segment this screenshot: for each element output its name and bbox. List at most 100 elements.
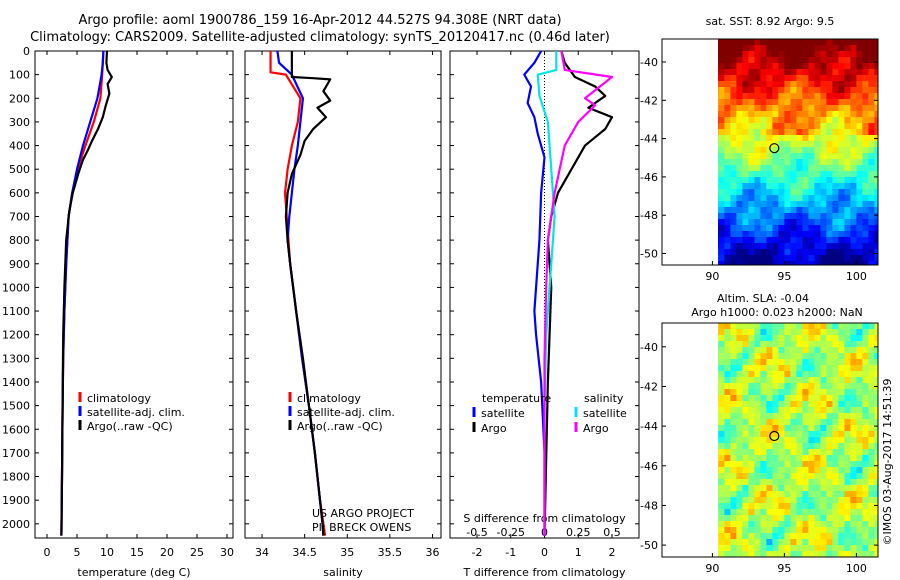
heatmap-cell: [856, 479, 863, 486]
heatmap-cell: [784, 159, 791, 166]
heatmap-cell: [742, 449, 749, 456]
heatmap-cell: [832, 377, 839, 384]
heatmap-cell: [802, 329, 809, 336]
heatmap-cell: [856, 117, 863, 124]
heatmap-cell: [802, 383, 809, 390]
heatmap-cell: [874, 45, 878, 52]
heatmap-cell: [850, 365, 857, 372]
heatmap-cell: [778, 39, 785, 46]
heatmap-cell: [760, 231, 767, 238]
heatmap-cell: [802, 545, 809, 552]
y-tick-label: 1200: [2, 329, 30, 342]
heatmap-cell: [754, 491, 761, 498]
heatmap-cell: [748, 527, 755, 534]
heatmap-cell: [718, 377, 719, 384]
heatmap-cell: [844, 329, 851, 336]
heatmap-cell: [850, 473, 857, 480]
argo-position-marker: [769, 143, 780, 154]
heatmap-cell: [736, 359, 743, 366]
heatmap-cell: [790, 99, 797, 106]
heatmap-cell: [748, 153, 755, 160]
heatmap-cell: [844, 437, 851, 444]
heatmap-cell: [814, 135, 821, 142]
y-tick-label: 1500: [2, 400, 30, 413]
heatmap-cell: [784, 467, 791, 474]
heatmap-cell: [784, 329, 791, 336]
heatmap-cell: [874, 323, 878, 330]
heatmap-cell: [814, 389, 821, 396]
heatmap-cell: [748, 551, 755, 557]
heatmap-cell: [844, 201, 851, 208]
heatmap-cell: [724, 473, 731, 480]
heatmap-cell: [862, 183, 869, 190]
heatmap-cell: [730, 99, 737, 106]
heatmap-cell: [808, 473, 815, 480]
heatmap-cell: [784, 69, 791, 76]
heatmap-cell: [856, 323, 863, 330]
heatmap-cell: [826, 485, 833, 492]
heatmap-cell: [748, 353, 755, 360]
heatmap-cell: [784, 261, 791, 265]
heatmap-cell: [778, 57, 785, 64]
heatmap-cell: [778, 87, 785, 94]
heatmap-cell: [790, 177, 797, 184]
heatmap-cell: [736, 497, 743, 504]
heatmap-cell: [784, 171, 791, 178]
heatmap-cell: [862, 159, 869, 166]
heatmap-cell: [844, 503, 851, 510]
heatmap-cell: [826, 159, 833, 166]
heatmap-cell: [802, 491, 809, 498]
heatmap-cell: [856, 341, 863, 348]
heatmap-cell: [730, 147, 737, 154]
heatmap-cell: [790, 479, 797, 486]
heatmap-cell: [730, 479, 737, 486]
heatmap-cell: [718, 503, 725, 510]
heatmap-cell: [868, 419, 875, 426]
heatmap-cell: [814, 171, 821, 178]
heatmap-cell: [718, 533, 725, 540]
heatmap-cell: [766, 147, 773, 154]
heatmap-cell: [820, 159, 827, 166]
heatmap-cell: [784, 195, 791, 202]
heatmap-cell: [808, 353, 815, 360]
y-tick-label: -42: [640, 94, 658, 107]
x-tick-label: 10: [100, 546, 114, 559]
heatmap-cell: [724, 323, 731, 330]
heatmap-cell: [850, 539, 857, 546]
heatmap-cell: [856, 425, 863, 432]
heatmap-cell: [790, 443, 797, 450]
heatmap-cell: [784, 57, 791, 64]
heatmap-cell: [850, 341, 857, 348]
heatmap-cell: [844, 207, 851, 214]
heatmap-cell: [862, 323, 869, 330]
heatmap-cell: [790, 455, 797, 462]
heatmap-cell: [760, 389, 767, 396]
heatmap-cell: [808, 329, 815, 336]
heatmap-cell: [814, 141, 821, 148]
heatmap-cell: [718, 93, 725, 100]
project-annotation: PI: BRECK OWENS: [312, 521, 411, 534]
heatmap-cell: [718, 431, 725, 438]
heatmap-cell: [856, 237, 863, 244]
heatmap-cell: [826, 183, 833, 190]
heatmap-cell: [754, 45, 761, 52]
x-tick-label: 95: [777, 270, 791, 283]
heatmap-cell: [760, 219, 767, 226]
heatmap-cell: [844, 413, 851, 420]
heatmap-cell: [790, 533, 797, 540]
heatmap-cell: [790, 461, 797, 468]
heatmap-cell: [790, 255, 797, 262]
heatmap-cell: [718, 497, 725, 504]
heatmap-cell: [844, 377, 851, 384]
heatmap-cell: [718, 407, 719, 414]
heatmap-cell: [718, 371, 725, 378]
y-tick-label: -46: [640, 171, 658, 184]
heatmap-cell: [796, 57, 803, 64]
heatmap-cell: [826, 213, 833, 220]
heatmap-cell: [796, 389, 803, 396]
heatmap-cell: [778, 485, 785, 492]
heatmap-cell: [718, 69, 719, 76]
heatmap-cell: [754, 395, 761, 402]
heatmap-cell: [850, 371, 857, 378]
heatmap-cell: [748, 455, 755, 462]
